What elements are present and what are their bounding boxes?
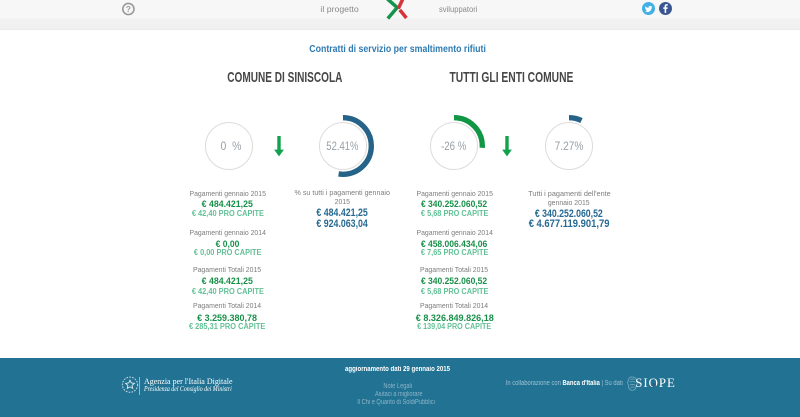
svg-text:?: ? <box>126 4 131 14</box>
